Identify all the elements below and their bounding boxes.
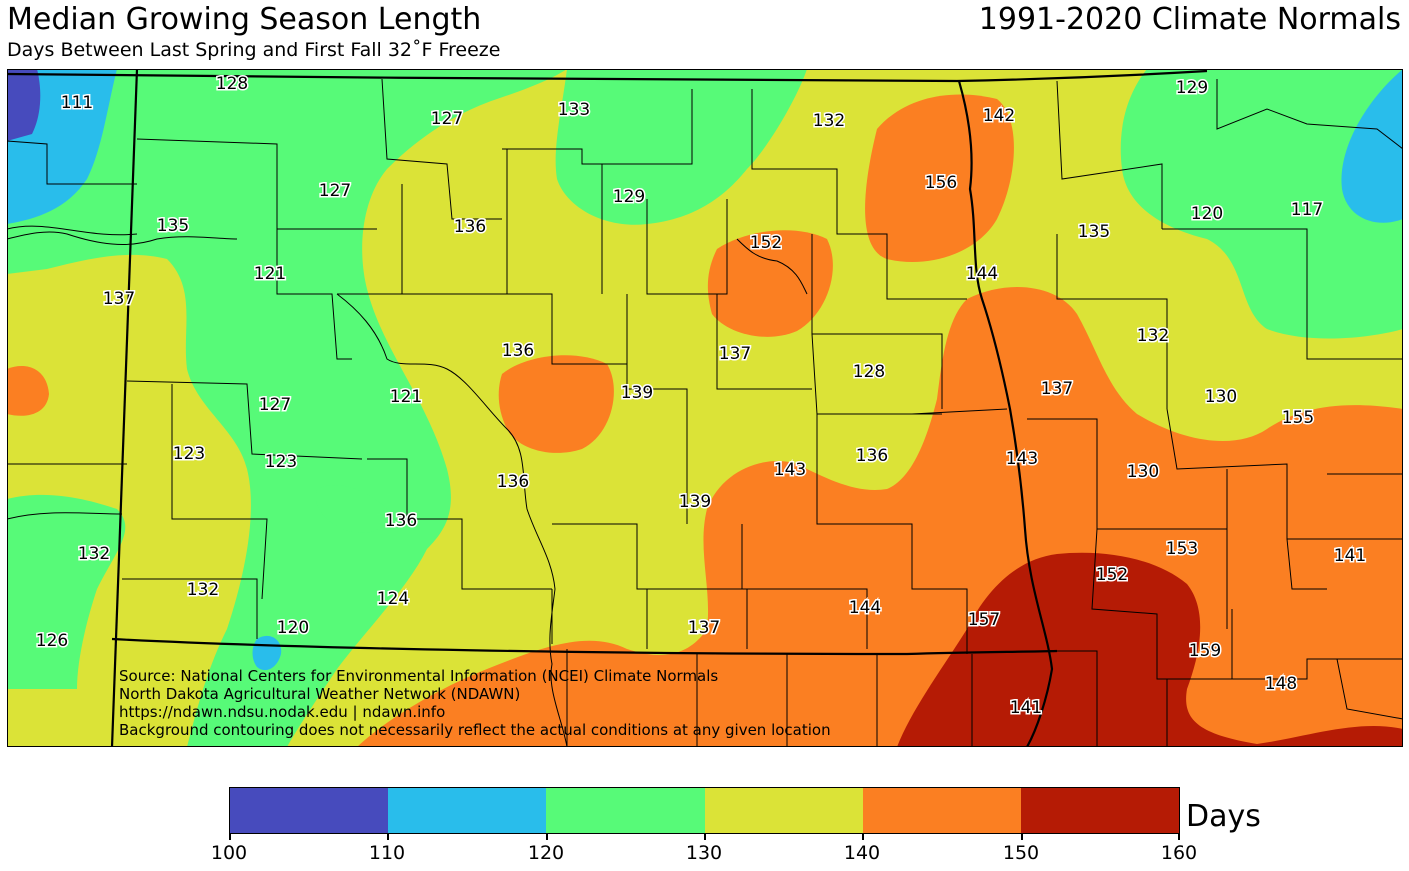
colorbar-bin-130-140	[704, 788, 863, 833]
station-value: 141	[1010, 698, 1042, 718]
zone-100-110	[7, 69, 41, 141]
station-value: 137	[719, 344, 751, 364]
station-value: 144	[966, 264, 998, 284]
county-lines	[7, 78, 1403, 747]
station-value: 152	[1096, 565, 1128, 585]
colorbar-tick-label: 150	[1002, 842, 1040, 864]
colorbar-bin-110-120	[388, 788, 547, 833]
station-value: 120	[277, 618, 309, 638]
station-value: 141	[1334, 546, 1366, 566]
station-value: 155	[1282, 408, 1314, 428]
station-value: 152	[750, 233, 782, 253]
station-value: 139	[679, 492, 711, 512]
zone-120-130	[7, 69, 1403, 747]
station-value: 132	[1137, 326, 1169, 346]
state-borders	[7, 69, 1208, 747]
period-title: 1991-2020 Climate Normals	[978, 2, 1401, 37]
colorbar-bin-100-110	[230, 788, 389, 833]
station-value: 132	[187, 580, 219, 600]
colorbar-bin-150-160	[1020, 788, 1180, 833]
map-title: Median Growing Season Length	[7, 2, 482, 37]
station-value: 136	[497, 472, 529, 492]
station-value: 136	[454, 217, 486, 237]
station-value: 135	[157, 216, 189, 236]
station-value: 137	[688, 618, 720, 638]
station-value: 144	[849, 598, 881, 618]
station-value: 127	[319, 181, 351, 201]
station-value: 132	[813, 111, 845, 131]
colorbar-tick-label: 120	[527, 842, 565, 864]
station-value: 121	[254, 264, 286, 284]
station-value: 159	[1189, 641, 1221, 661]
source-line: Background contouring does not necessari…	[119, 721, 831, 739]
station-value: 137	[1041, 379, 1073, 399]
source-attribution: Source: National Centers for Environment…	[119, 667, 831, 739]
colorbar-unit: Days	[1186, 799, 1261, 834]
colorbar-tick-label: 110	[368, 842, 406, 864]
station-value: 124	[377, 589, 409, 609]
source-line: https://ndawn.ndsu.nodak.edu | ndawn.inf…	[119, 703, 446, 721]
colorbar-tick-label: 130	[685, 842, 723, 864]
colorbar-bin-120-130	[546, 788, 705, 833]
station-value: 128	[216, 74, 248, 94]
station-value: 136	[385, 511, 417, 531]
station-value: 130	[1127, 462, 1159, 482]
colorbar-tick-label: 140	[843, 842, 881, 864]
station-value: 135	[1078, 222, 1110, 242]
source-line: North Dakota Agricultural Weather Networ…	[119, 685, 521, 703]
station-value: 132	[78, 544, 110, 564]
station-value: 117	[1291, 200, 1323, 220]
station-value: 130	[1205, 387, 1237, 407]
colorbar-tick-label: 100	[210, 842, 248, 864]
station-value: 143	[1006, 449, 1038, 469]
station-value: 127	[431, 109, 463, 129]
station-value: 129	[1176, 78, 1208, 98]
station-value: 143	[774, 460, 806, 480]
station-value: 136	[856, 446, 888, 466]
station-value: 156	[925, 173, 957, 193]
zone-150-160	[897, 552, 1403, 747]
station-value: 127	[259, 395, 291, 415]
colorbar-ticks	[229, 834, 1180, 844]
station-value: 120	[1191, 204, 1223, 224]
station-value: 133	[558, 100, 590, 120]
station-value: 148	[1265, 674, 1297, 694]
growing-season-map: 111 128 127 133 132 142 129 127 136 129 …	[7, 69, 1403, 747]
map-frame	[7, 69, 1403, 747]
station-value: 137	[103, 289, 135, 309]
station-value: 142	[983, 106, 1015, 126]
station-value: 139	[621, 383, 653, 403]
station-value: 157	[968, 610, 1000, 630]
station-value: 153	[1166, 539, 1198, 559]
map-subtitle: Days Between Last Spring and First Fall …	[7, 39, 501, 61]
station-value: 126	[36, 631, 68, 651]
station-value: 136	[502, 341, 534, 361]
station-value: 123	[265, 452, 297, 472]
source-line: Source: National Centers for Environment…	[119, 667, 719, 685]
station-value: 128	[853, 362, 885, 382]
station-value: 111	[61, 93, 93, 113]
colorbar	[229, 787, 1180, 834]
colorbar-tick-label: 160	[1160, 842, 1198, 864]
station-value: 123	[173, 444, 205, 464]
station-value: 121	[390, 387, 422, 407]
colorbar-bin-140-150	[862, 788, 1021, 833]
station-labels: 111 128 127 133 132 142 129 127 136 129 …	[34, 73, 1367, 720]
station-value: 129	[613, 187, 645, 207]
